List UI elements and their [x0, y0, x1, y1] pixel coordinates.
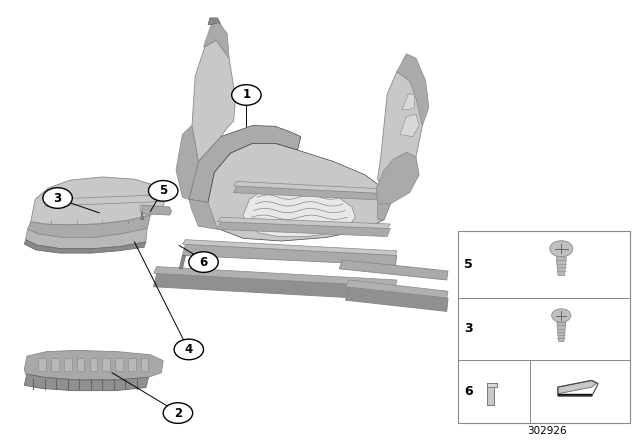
Circle shape [148, 181, 178, 201]
Polygon shape [176, 125, 198, 199]
Polygon shape [192, 40, 236, 161]
Polygon shape [189, 199, 218, 229]
Circle shape [189, 252, 218, 272]
Polygon shape [51, 358, 59, 371]
Polygon shape [488, 383, 497, 387]
Polygon shape [234, 186, 387, 200]
Polygon shape [154, 273, 397, 300]
Polygon shape [182, 244, 397, 265]
Polygon shape [141, 358, 148, 371]
Polygon shape [558, 394, 592, 396]
Polygon shape [90, 358, 97, 371]
Circle shape [552, 309, 571, 322]
Polygon shape [202, 143, 390, 241]
Polygon shape [208, 18, 221, 25]
Polygon shape [339, 260, 448, 280]
Polygon shape [128, 358, 136, 371]
Text: 5: 5 [159, 184, 167, 198]
Polygon shape [28, 215, 150, 237]
Polygon shape [38, 358, 46, 371]
Polygon shape [488, 383, 497, 405]
Polygon shape [378, 189, 390, 220]
Polygon shape [154, 267, 397, 287]
Polygon shape [77, 358, 84, 371]
Polygon shape [218, 222, 390, 237]
Text: 302926: 302926 [527, 426, 567, 436]
Circle shape [550, 241, 573, 257]
Polygon shape [346, 287, 448, 311]
Polygon shape [115, 358, 123, 371]
Polygon shape [218, 217, 390, 228]
Polygon shape [397, 54, 429, 125]
Polygon shape [557, 322, 566, 341]
Polygon shape [558, 380, 596, 394]
Polygon shape [234, 181, 387, 194]
Text: 1: 1 [243, 88, 250, 102]
Polygon shape [346, 280, 448, 298]
Polygon shape [24, 374, 148, 391]
Text: 6: 6 [200, 255, 207, 269]
Polygon shape [24, 350, 163, 380]
Polygon shape [31, 177, 166, 225]
Text: 2: 2 [174, 406, 182, 420]
Polygon shape [204, 22, 229, 58]
Polygon shape [64, 358, 72, 371]
Polygon shape [24, 240, 146, 253]
Polygon shape [140, 205, 142, 211]
Polygon shape [189, 125, 301, 202]
Polygon shape [26, 228, 147, 249]
Polygon shape [102, 358, 110, 371]
Polygon shape [376, 152, 419, 204]
Polygon shape [243, 186, 355, 237]
Polygon shape [179, 255, 186, 269]
Polygon shape [402, 94, 415, 110]
Circle shape [163, 403, 193, 423]
Polygon shape [400, 114, 419, 137]
Polygon shape [141, 211, 144, 220]
Text: 5: 5 [464, 258, 473, 271]
Polygon shape [378, 72, 422, 189]
Circle shape [232, 85, 261, 105]
Text: 3: 3 [54, 191, 61, 205]
Text: 6: 6 [464, 385, 472, 398]
Text: 4: 4 [185, 343, 193, 356]
Polygon shape [556, 257, 566, 276]
Text: 3: 3 [464, 323, 472, 336]
Circle shape [43, 188, 72, 208]
Circle shape [174, 339, 204, 360]
Polygon shape [182, 240, 397, 255]
Polygon shape [141, 205, 172, 215]
FancyBboxPatch shape [458, 231, 630, 423]
